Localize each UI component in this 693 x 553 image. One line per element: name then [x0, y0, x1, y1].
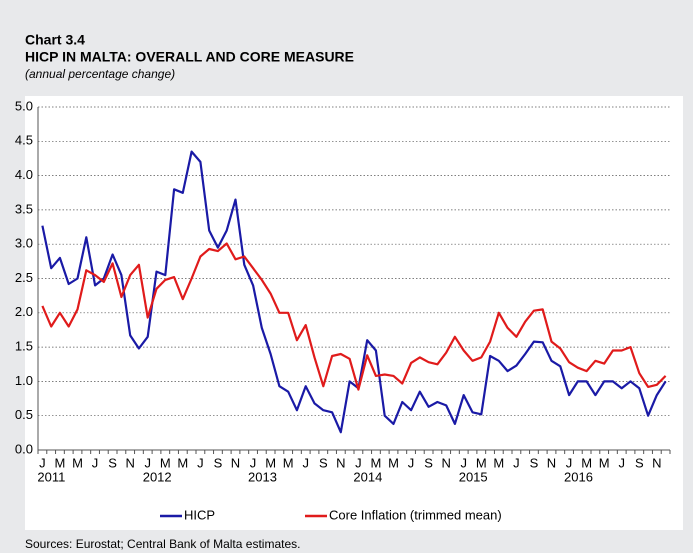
x-tick-label: S — [319, 455, 328, 470]
x-tick-label: J — [566, 455, 573, 470]
source-note: Sources: Eurostat; Central Bank of Malta… — [25, 537, 300, 551]
x-tick-label: M — [493, 455, 504, 470]
x-tick-label: N — [652, 455, 661, 470]
y-tick-label: 1.5 — [15, 339, 33, 354]
x-tick-label: J — [618, 455, 625, 470]
x-tick-label: J — [197, 455, 204, 470]
series-line — [41, 150, 667, 434]
y-tick-label: 3.0 — [15, 236, 33, 251]
y-tick-label: 5.0 — [15, 98, 33, 113]
x-group-label: 2015 — [459, 469, 488, 484]
x-tick-label: J — [302, 455, 309, 470]
legend-label: Core Inflation (trimmed mean) — [329, 507, 502, 522]
x-group-label: 2016 — [564, 469, 593, 484]
x-tick-label: S — [530, 455, 539, 470]
chart-subtitle: HICP IN MALTA: OVERALL AND CORE MEASURE — [25, 49, 354, 65]
legend-label: HICP — [184, 507, 215, 522]
x-tick-label: M — [476, 455, 487, 470]
x-tick-label: M — [599, 455, 610, 470]
x-tick-label: S — [108, 455, 117, 470]
x-tick-label: N — [336, 455, 345, 470]
y-tick-label: 4.5 — [15, 133, 33, 148]
x-tick-label: M — [388, 455, 399, 470]
x-tick-label: S — [424, 455, 433, 470]
x-tick-label: J — [355, 455, 362, 470]
x-tick-label: N — [231, 455, 240, 470]
chart-title: Chart 3.4 — [25, 32, 85, 48]
x-tick-label: M — [283, 455, 294, 470]
y-tick-label: 0.5 — [15, 407, 33, 422]
x-tick-label: J — [460, 455, 467, 470]
x-group-label: 2013 — [248, 469, 277, 484]
x-tick-label: J — [250, 455, 257, 470]
x-tick-label: N — [547, 455, 556, 470]
x-tick-label: J — [144, 455, 151, 470]
y-tick-label: 2.0 — [15, 304, 33, 319]
y-tick-label: 4.0 — [15, 167, 33, 182]
x-tick-label: N — [441, 455, 450, 470]
x-tick-label: S — [214, 455, 223, 470]
x-tick-label: M — [160, 455, 171, 470]
x-tick-label: M — [581, 455, 592, 470]
y-tick-label: 0.0 — [15, 441, 33, 456]
series-line — [41, 242, 667, 391]
x-tick-label: S — [635, 455, 644, 470]
x-tick-label: J — [513, 455, 520, 470]
y-tick-label: 2.5 — [15, 270, 33, 285]
x-tick-label: M — [265, 455, 276, 470]
x-tick-label: J — [92, 455, 99, 470]
x-tick-label: N — [125, 455, 134, 470]
x-tick-label: M — [177, 455, 188, 470]
y-tick-label: 3.5 — [15, 201, 33, 216]
x-tick-label: J — [408, 455, 415, 470]
x-tick-label: J — [39, 455, 46, 470]
x-group-label: 2012 — [143, 469, 172, 484]
x-group-label: 2014 — [353, 469, 382, 484]
x-group-label: 2011 — [37, 469, 65, 484]
x-tick-label: M — [55, 455, 66, 470]
x-tick-label: M — [72, 455, 83, 470]
y-axis-label: (annual percentage change) — [25, 67, 175, 81]
x-tick-label: M — [371, 455, 382, 470]
y-tick-label: 1.0 — [15, 373, 33, 388]
